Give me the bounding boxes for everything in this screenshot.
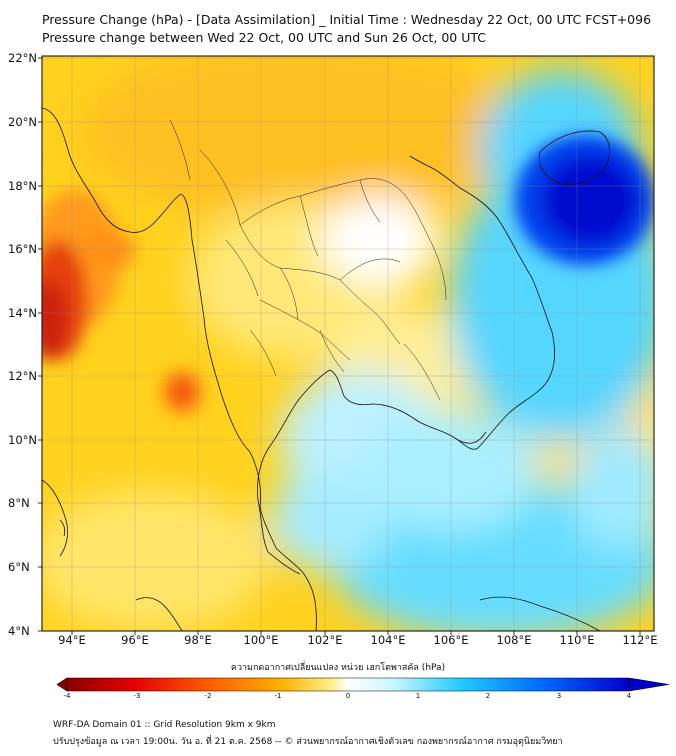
lat-label: 12°N [8,369,37,383]
lon-label: 112°E [622,633,658,647]
lat-label: 8°N [8,496,30,510]
axis-ticks [38,57,641,635]
colorbar-tick: 3 [556,692,562,700]
admin-borders [169,119,447,401]
lat-label: 22°N [8,51,37,65]
lat-label: 20°N [8,115,37,129]
lat-label: 6°N [8,560,30,574]
footer-credit: ปรับปรุงข้อมูล ณ เวลา 19:00น. วัน อ. ที่… [53,737,563,747]
lat-label: 4°N [8,624,30,638]
pressure-field [42,56,654,631]
lat-label: 14°N [8,306,37,320]
lon-label: 108°E [496,633,532,647]
lon-label: 102°E [307,633,343,647]
lon-label: 94°E [58,633,86,647]
colorbar-tick: 2 [485,692,491,700]
lon-label: 98°E [184,633,212,647]
lat-label: 16°N [8,242,37,256]
colorbar-tick: -1 [274,692,282,700]
lat-label: 10°N [8,433,37,447]
colorbar-tick: 0 [345,692,351,700]
coastlines [42,107,610,631]
colorbar-title: ความกดอากาศเปลี่ยนแปลง หน่วย เฮกโตพาสคัล… [230,663,446,673]
lon-label: 100°E [243,633,279,647]
colorbar [56,677,670,692]
map-frame [41,55,655,632]
footer-resolution: WRF-DA Domain 01 :: Grid Resolution 9km … [53,720,276,730]
colorbar-tick: -2 [204,692,212,700]
lon-label: 96°E [121,633,149,647]
lon-label: 104°E [370,633,406,647]
colorbar-tick: 4 [626,692,632,700]
graticule [42,56,654,631]
colorbar-tick: -4 [63,692,71,700]
map-title: Pressure Change (hPa) - [Data Assimilati… [42,12,652,27]
colorbar-tick: -3 [133,692,141,700]
lon-label: 110°E [559,633,595,647]
lat-label: 18°N [8,179,37,193]
lon-label: 106°E [433,633,469,647]
map-subtitle: Pressure change between Wed 22 Oct, 00 U… [42,30,486,45]
colorbar-tick: 1 [415,692,421,700]
